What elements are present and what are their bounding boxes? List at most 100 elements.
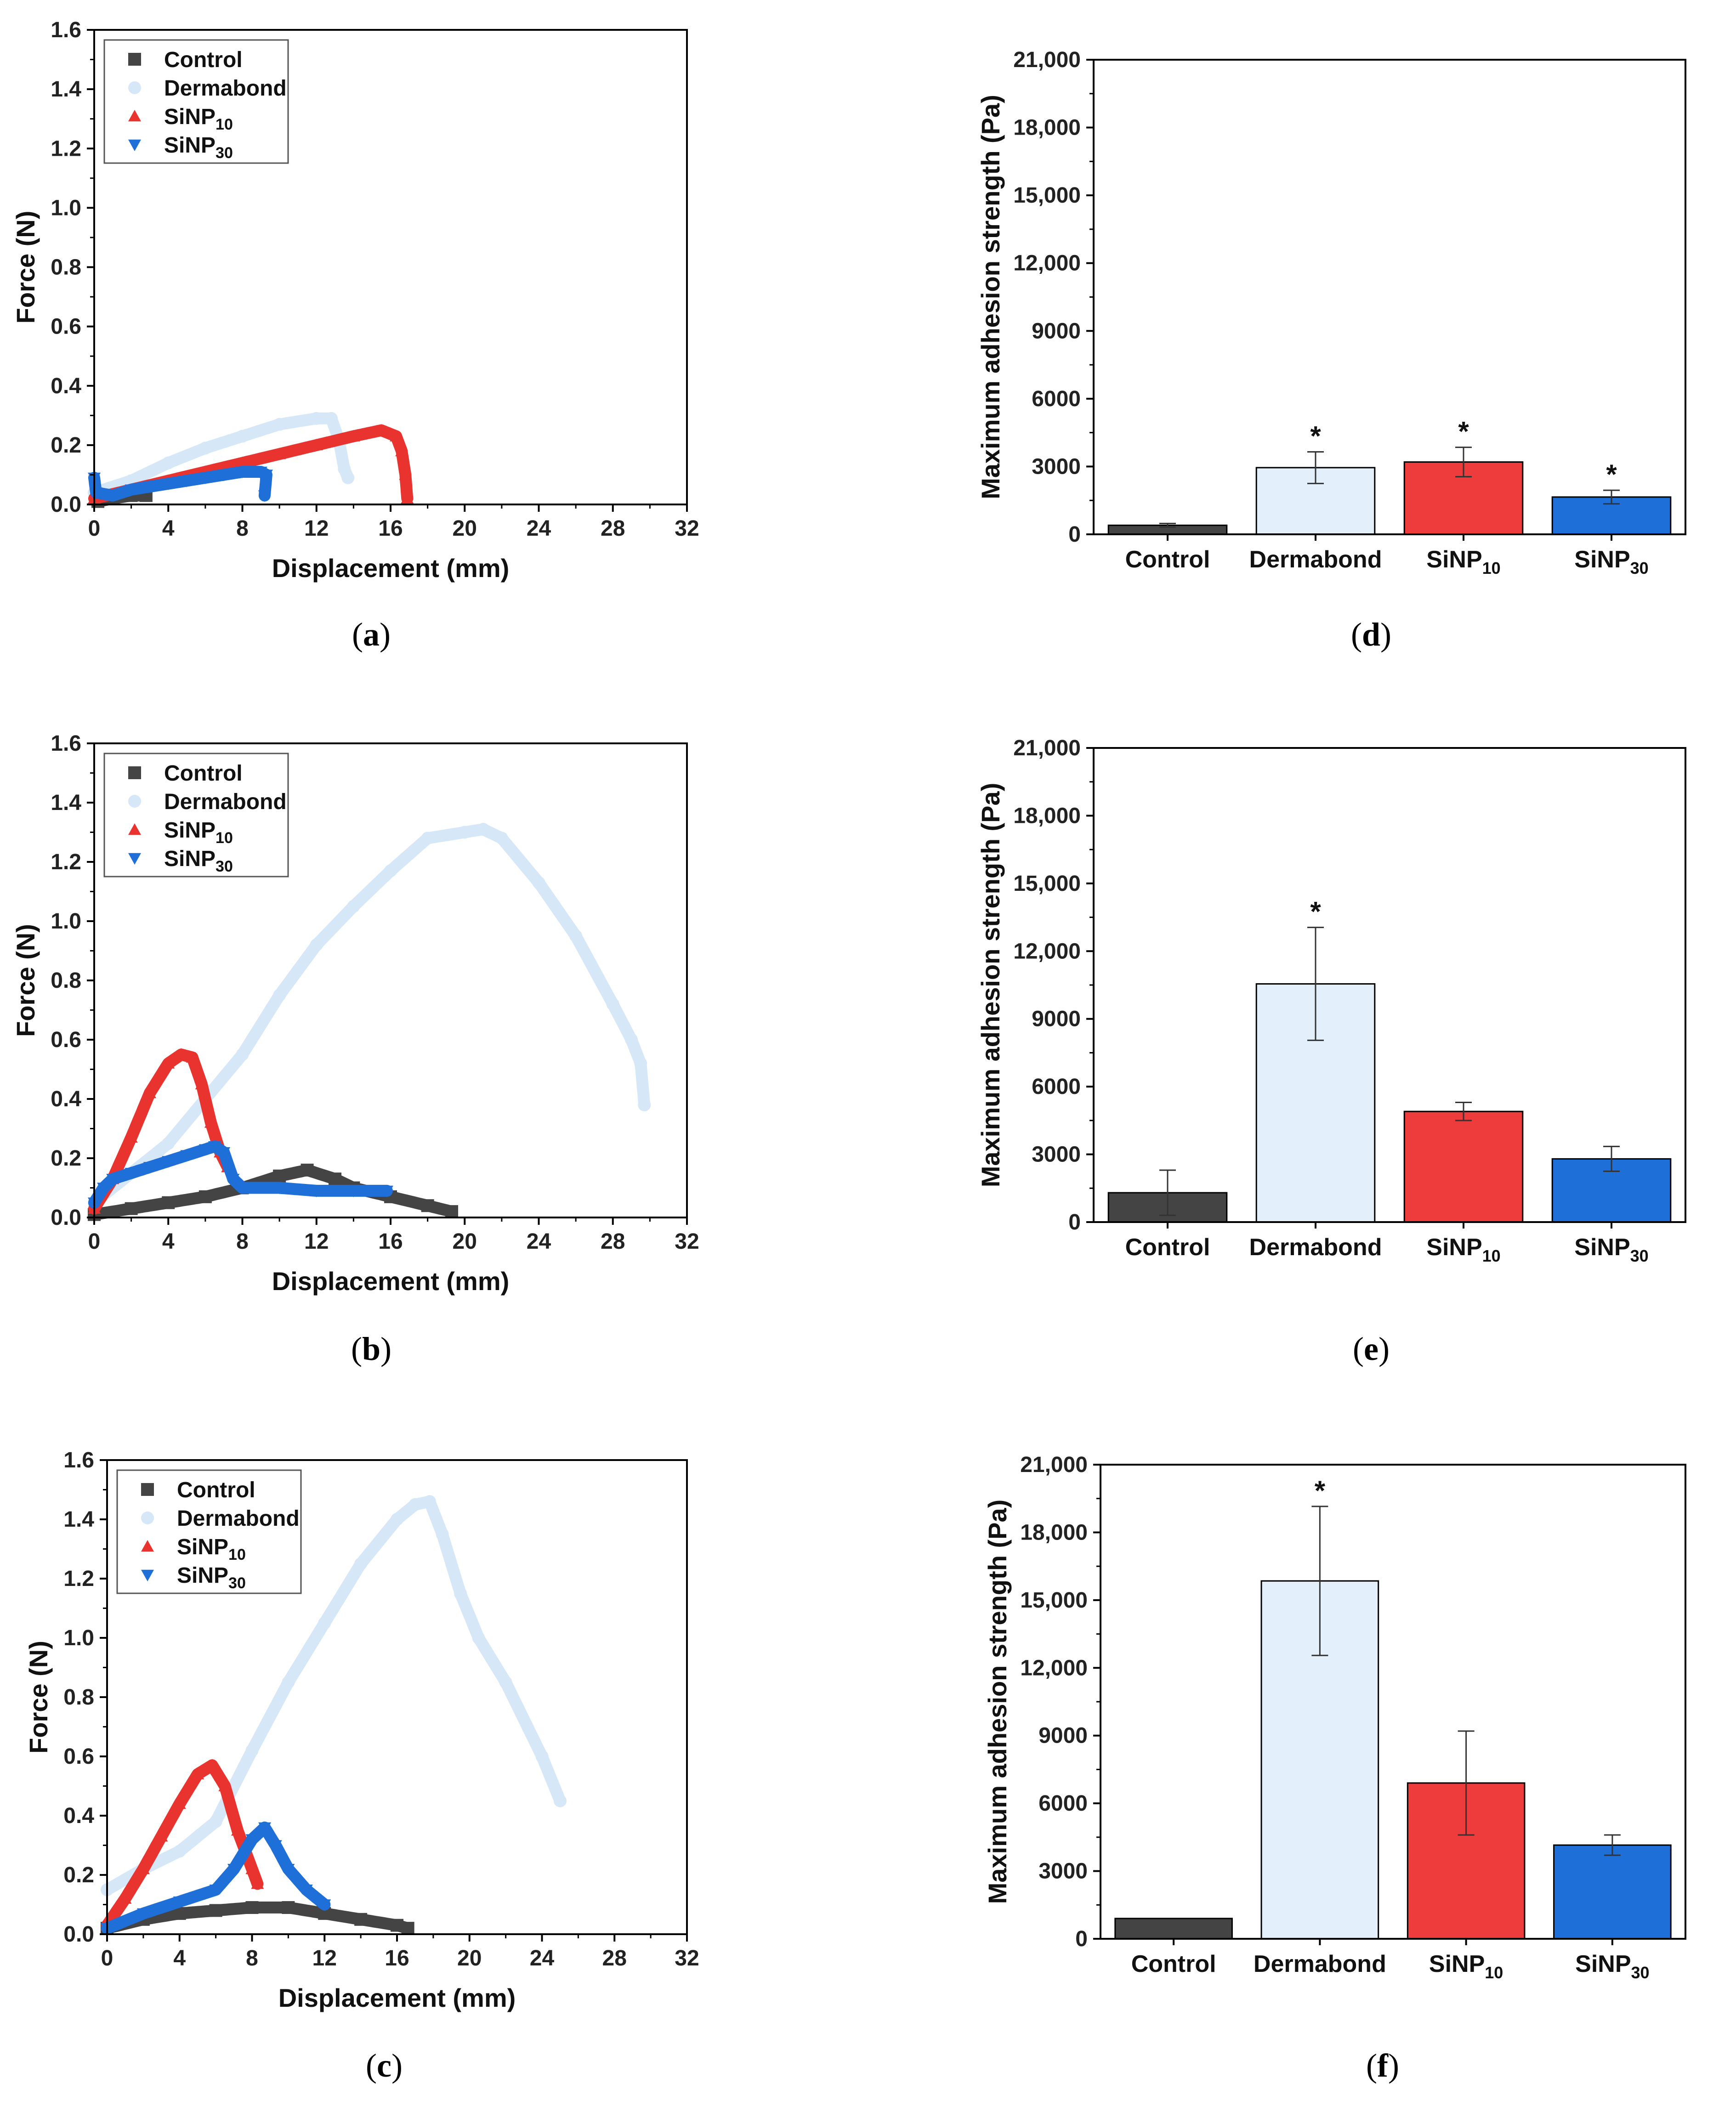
- data-point: [380, 1185, 393, 1197]
- category-label: Control: [1131, 1951, 1216, 1977]
- data-point: [282, 1676, 295, 1689]
- data-point: [205, 1759, 219, 1771]
- data-point: [162, 1196, 175, 1209]
- data-point: [282, 1863, 295, 1876]
- x-tick-label: 4: [173, 1946, 186, 1970]
- y-tick-label: 1.6: [63, 1448, 94, 1472]
- caption-letter: b: [362, 1331, 380, 1367]
- data-point: [436, 1528, 449, 1541]
- data-point: [301, 1163, 314, 1177]
- data-point: [236, 1048, 249, 1061]
- x-axis-title: Displacement (mm): [272, 1267, 510, 1296]
- data-point: [195, 1077, 208, 1089]
- y-tick-label: 21,000: [1020, 1453, 1088, 1477]
- data-point: [218, 1779, 232, 1791]
- legend-name: Dermabond: [164, 76, 287, 101]
- y-tick-label: 12,000: [1013, 251, 1081, 276]
- x-tick-label: 20: [457, 1946, 482, 1970]
- caption-close: ): [380, 616, 391, 653]
- category-label: Dermabond: [1249, 546, 1382, 573]
- category-name: Control: [1125, 1234, 1210, 1261]
- category-label: SiNP10: [1426, 1234, 1500, 1265]
- panel-caption: (f): [1366, 2047, 1399, 2084]
- legend-label: Dermabond: [164, 76, 287, 101]
- data-point: [199, 442, 212, 455]
- category-name: Dermabond: [1249, 546, 1382, 573]
- y-tick-label: 0.2: [63, 1863, 94, 1887]
- legend-name: Dermabond: [177, 1506, 300, 1531]
- y-tick-label: 0.2: [51, 433, 81, 458]
- data-point: [421, 1199, 434, 1212]
- caption-open: (: [1353, 1331, 1364, 1367]
- data-point: [454, 1587, 467, 1600]
- data-point: [173, 1896, 186, 1908]
- panel-caption: (b): [351, 1331, 391, 1367]
- bar-3: [1553, 1844, 1672, 1940]
- x-axis-title: Displacement (mm): [278, 1983, 516, 2012]
- y-tick-label: 1.4: [51, 77, 81, 102]
- data-point: [173, 1845, 186, 1858]
- data-point: [495, 832, 508, 845]
- x-tick-label: 32: [675, 516, 699, 541]
- chart-panel-d: Control*Dermabond*SiNP10*SiNP30030006000…: [976, 48, 1686, 653]
- y-tick-label: 0.6: [51, 1028, 81, 1052]
- data-point: [391, 1919, 403, 1932]
- y-axis-title: Maximum adhesion strength (Pa): [976, 783, 1005, 1188]
- y-axis-title: Force (N): [11, 211, 40, 324]
- data-point: [227, 1863, 241, 1876]
- data-point: [399, 468, 412, 480]
- legend-marker: [141, 1512, 154, 1524]
- legend-marker: [128, 139, 141, 151]
- data-point: [300, 1885, 313, 1897]
- chart-panel-b: 0 4 8 12 16 20 24 28 32 0.0 0.2 0.4 0.6 0.8 1.0 1.2 1.4 1…: [11, 731, 699, 1367]
- data-point: [97, 1183, 110, 1195]
- panel-caption: (c): [366, 2047, 403, 2084]
- data-point: [318, 1616, 331, 1630]
- y-tick-label: 12,000: [1013, 939, 1081, 963]
- y-tick-label: 6000: [1038, 1791, 1088, 1816]
- data-point: [310, 1185, 323, 1197]
- data-point: [155, 1830, 168, 1842]
- category-name: SiNP: [1574, 546, 1630, 573]
- x-axis-title: Displacement (mm): [272, 554, 510, 583]
- data-point: [535, 1750, 549, 1763]
- data-point: [186, 1051, 199, 1063]
- legend-name: Control: [164, 48, 243, 72]
- data-point: [329, 1172, 342, 1186]
- caption-open: (: [1351, 616, 1362, 653]
- caption-close: ): [380, 1331, 391, 1367]
- data-point: [162, 1057, 175, 1069]
- y-tick-label: 0.0: [51, 1206, 81, 1230]
- legend-label: SiNP30: [177, 1563, 246, 1592]
- category-subscript: 10: [1482, 559, 1501, 578]
- legend-label: Dermabond: [177, 1506, 300, 1531]
- data-point: [273, 1183, 286, 1195]
- caption-letter: e: [1364, 1331, 1379, 1367]
- y-axis-title: Maximum adhesion strength (Pa): [976, 95, 1005, 499]
- data-point: [472, 1631, 485, 1644]
- data-point: [347, 900, 360, 913]
- data-point: [175, 1048, 188, 1060]
- y-tick-label: 6000: [1032, 1075, 1081, 1099]
- data-point: [180, 476, 193, 487]
- data-point: [245, 1744, 259, 1757]
- data-point: [245, 1901, 259, 1914]
- series-line-1: [101, 1901, 414, 1935]
- data-point: [209, 1885, 222, 1897]
- caption-close: ): [1379, 1331, 1390, 1367]
- x-tick-label: 0: [88, 1229, 101, 1254]
- data-point: [310, 412, 323, 425]
- x-tick-label: 28: [601, 1229, 625, 1254]
- caption-letter: d: [1362, 616, 1380, 653]
- legend-name: SiNP: [177, 1563, 228, 1588]
- data-point: [162, 1137, 175, 1150]
- significance-star: *: [1315, 1475, 1326, 1506]
- legend-marker: [128, 53, 141, 66]
- panel-caption: (e): [1353, 1331, 1390, 1367]
- category-name: Control: [1131, 1951, 1216, 1977]
- data-point: [401, 1922, 414, 1935]
- series-group: [88, 412, 414, 508]
- legend-marker: [128, 81, 141, 94]
- data-point: [347, 1185, 360, 1197]
